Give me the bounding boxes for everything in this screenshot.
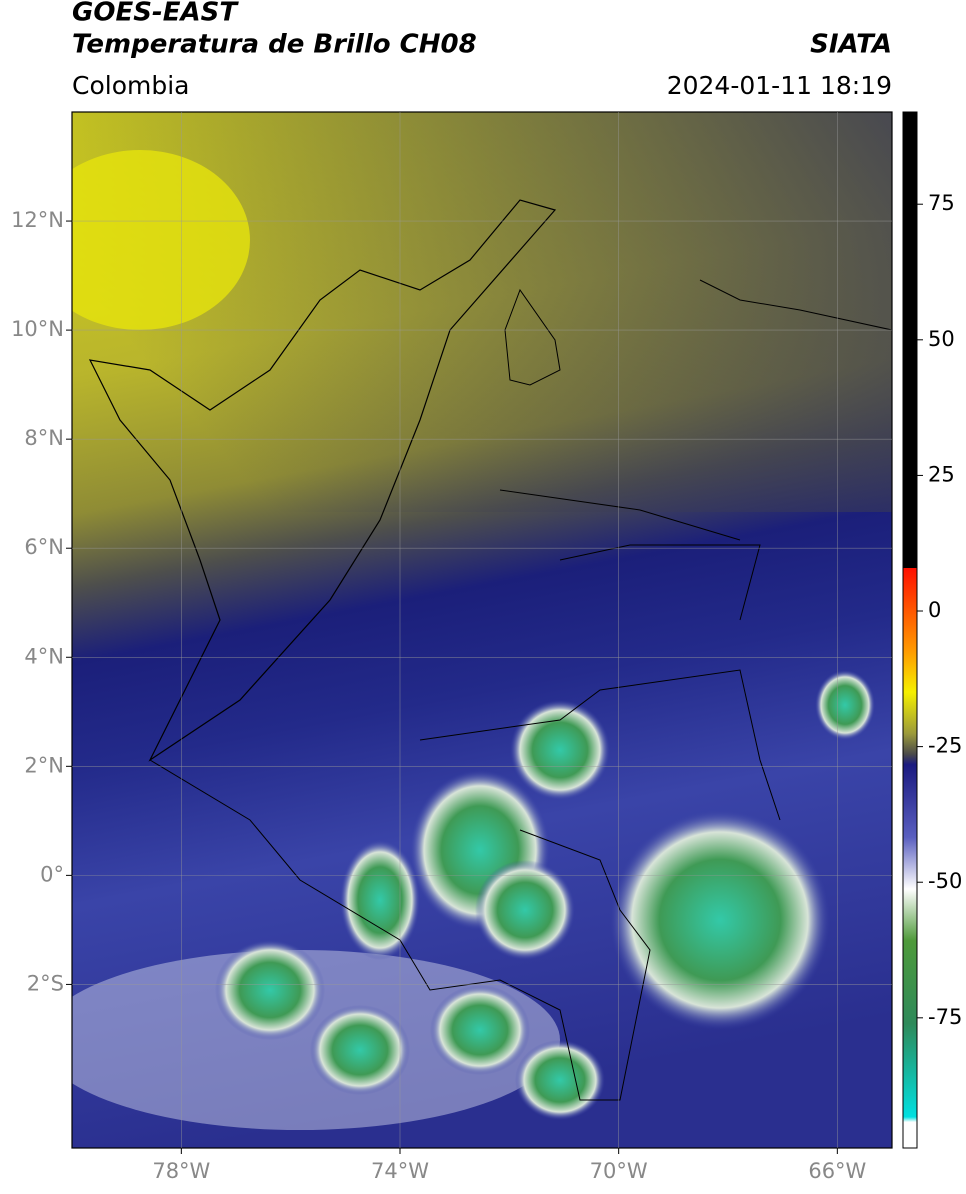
colorbar: [902, 111, 918, 1149]
y-tick-label: 8°N: [24, 426, 64, 450]
region: Colombia: [72, 71, 189, 100]
colorbar-tick-label: 0: [928, 598, 941, 622]
y-tick-label: 2°N: [24, 753, 64, 777]
colorbar-tick-label: 75: [928, 191, 955, 215]
colorbar-tick-label: 50: [928, 327, 955, 351]
colorbar-tick-label: -25: [928, 734, 962, 758]
x-tick-label: 74°W: [371, 1159, 429, 1183]
y-tick-label: 12°N: [11, 208, 64, 232]
y-tick-label: 2°S: [27, 971, 64, 995]
title: Temperatura de Brillo CH08: [72, 30, 477, 60]
y-tick-label: 6°N: [24, 535, 64, 559]
y-tick-label: 0°: [40, 862, 64, 886]
title: GOES-EAST: [72, 0, 239, 28]
colorbar-tick-label: 25: [928, 462, 955, 486]
y-tick-label: 4°N: [24, 644, 64, 668]
colorbar-tick-label: -50: [928, 869, 962, 893]
y-tick-label: 10°N: [11, 317, 64, 341]
x-tick-label: 78°W: [152, 1159, 210, 1183]
x-tick-label: 66°W: [808, 1159, 866, 1183]
source: SIATA: [810, 30, 892, 60]
colorbar-tick-label: -75: [928, 1005, 962, 1029]
x-tick-label: 70°W: [590, 1159, 648, 1183]
datetime: 2024-01-11 18:19: [667, 71, 892, 100]
imagery: [72, 112, 892, 1148]
map-frame: [71, 111, 893, 1149]
